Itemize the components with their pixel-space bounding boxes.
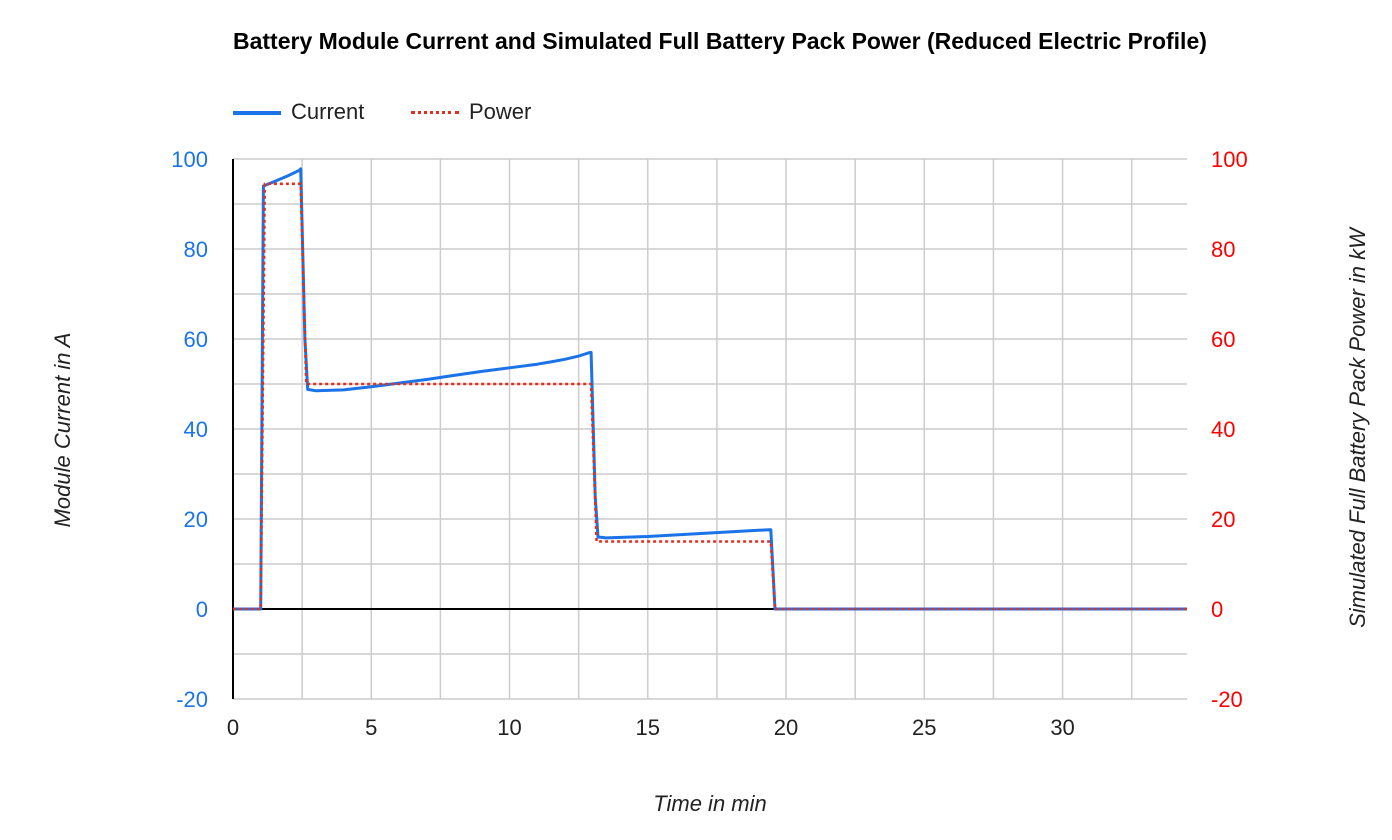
right-y-tick-label: 80	[1211, 237, 1235, 262]
x-tick-label: 0	[227, 715, 239, 740]
left-y-tick-label: 0	[196, 597, 208, 622]
left-y-tick-label: 80	[184, 237, 208, 262]
x-tick-label: 15	[636, 715, 660, 740]
right-y-tick-label: 100	[1211, 147, 1248, 172]
series-line-power	[233, 182, 1187, 611]
x-tick-label: 30	[1050, 715, 1074, 740]
left-y-axis-title: Module Current in A	[50, 333, 75, 528]
left-y-tick-label: 60	[184, 327, 208, 352]
right-y-axis-title: Simulated Full Battery Pack Power in kW	[1345, 226, 1370, 628]
x-tick-label: 5	[365, 715, 377, 740]
right-y-tick-label: 0	[1211, 597, 1223, 622]
x-axis-title: Time in min	[653, 791, 767, 816]
left-y-tick-label: 100	[171, 147, 208, 172]
right-y-tick-label: -20	[1211, 687, 1243, 712]
x-tick-label: 25	[912, 715, 936, 740]
left-y-tick-label: 40	[184, 417, 208, 442]
legend-swatch-current	[233, 111, 281, 115]
left-y-tick-label: -20	[176, 687, 208, 712]
x-tick-label: 10	[497, 715, 521, 740]
legend-label-current: Current	[291, 99, 365, 124]
right-y-tick-label: 60	[1211, 327, 1235, 352]
right-y-tick-label: 40	[1211, 417, 1235, 442]
x-tick-label: 20	[774, 715, 798, 740]
right-y-tick-label: 20	[1211, 507, 1235, 532]
legend-label-power: Power	[469, 99, 532, 124]
series-line-current	[233, 167, 1187, 611]
left-y-tick-label: 20	[184, 507, 208, 532]
legend-swatch-power	[411, 111, 459, 114]
chart-title: Battery Module Current and Simulated Ful…	[233, 28, 1207, 54]
